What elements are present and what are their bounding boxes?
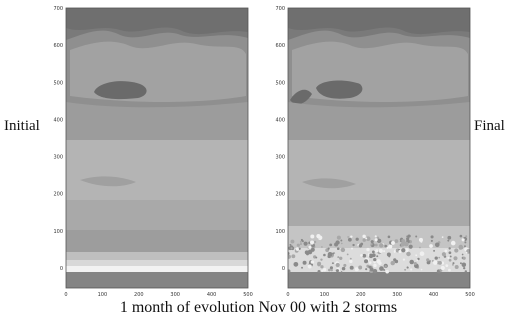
final-y-tick-label: 300 bbox=[275, 155, 285, 161]
final-y-tick-label: 400 bbox=[275, 117, 285, 123]
initial-y-tick-label: 200 bbox=[53, 192, 63, 198]
final-y-tick-label: 100 bbox=[275, 229, 285, 235]
initial-y-tick-label: 700 bbox=[53, 6, 63, 12]
final-label: Final bbox=[474, 118, 505, 134]
initial-x-tick-label: 400 bbox=[207, 292, 217, 298]
initial-contour-panel bbox=[66, 8, 248, 288]
initial-y-tick-label: 0 bbox=[60, 266, 63, 272]
initial-x-tick-label: 0 bbox=[64, 292, 67, 298]
initial-label: Initial bbox=[4, 118, 40, 134]
final-x-tick-label: 300 bbox=[392, 292, 402, 298]
final-x-tick-label: 100 bbox=[320, 292, 330, 298]
initial-y-tick-label: 400 bbox=[53, 117, 63, 123]
initial-y-tick-label: 600 bbox=[53, 43, 63, 49]
final-y-tick-label: 500 bbox=[275, 80, 285, 86]
initial-x-tick-label: 200 bbox=[134, 292, 144, 298]
figure-caption: 1 month of evolution Nov 00 with 2 storm… bbox=[119, 299, 398, 316]
initial-y-tick-label: 100 bbox=[53, 229, 63, 235]
initial-y-tick-label: 300 bbox=[53, 155, 63, 161]
initial-x-tick-label: 100 bbox=[98, 292, 108, 298]
final-x-tick-label: 200 bbox=[356, 292, 366, 298]
initial-x-tick-label: 300 bbox=[170, 292, 180, 298]
final-y-tick-label: 0 bbox=[282, 266, 285, 272]
final-y-tick-label: 200 bbox=[275, 192, 285, 198]
final-x-tick-label: 0 bbox=[286, 292, 289, 298]
initial-y-tick-label: 500 bbox=[53, 80, 63, 86]
final-x-tick-label: 400 bbox=[429, 292, 439, 298]
final-contour-panel bbox=[288, 8, 470, 288]
final-x-tick-label: 500 bbox=[465, 292, 475, 298]
final-y-tick-label: 700 bbox=[275, 6, 285, 12]
final-y-tick-label: 600 bbox=[275, 43, 285, 49]
initial-x-tick-label: 500 bbox=[243, 292, 253, 298]
